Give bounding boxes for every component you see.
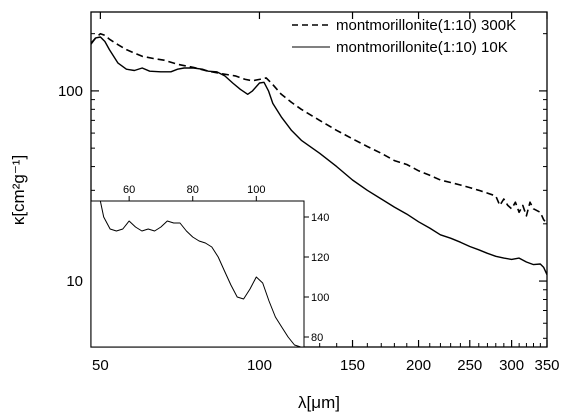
inset-x-tick-label: 100: [247, 184, 265, 196]
x-tick-label: 200: [406, 357, 431, 374]
inset-plot-frame: [90, 200, 305, 348]
inset-y-tick-label: 140: [311, 212, 329, 224]
main-axis-ticks: 50 100 150 200 250 300 350 10 100: [58, 12, 560, 374]
inset-series-line: [99, 201, 301, 347]
inset-series-group: [99, 201, 301, 347]
x-tick-label: 300: [499, 357, 524, 374]
inset-y-tick-label: 100: [311, 292, 329, 304]
inset-x-tick-label: 80: [187, 184, 199, 196]
x-tick-label: 250: [457, 357, 482, 374]
y-axis-label: κ[cm²g⁻¹]: [9, 155, 28, 225]
inset-y-tick-label: 80: [311, 332, 323, 344]
inset-axis-ticks: 60 80 100 80 100 120 140: [123, 184, 329, 344]
x-tick-label: 150: [340, 357, 365, 374]
x-tick-label: 50: [92, 357, 109, 374]
inset-y-tick-label: 120: [311, 252, 329, 264]
series-line-10k: [91, 36, 547, 275]
y-tick-label: 100: [58, 83, 83, 100]
x-axis-label: λ[μm]: [298, 393, 340, 412]
inset-x-tick-label: 60: [123, 184, 135, 196]
x-tick-label: 100: [247, 357, 272, 374]
y-tick-label: 10: [66, 273, 83, 290]
main-series-group: [91, 32, 547, 275]
series-line-300k: [91, 32, 547, 225]
x-tick-label: 350: [534, 357, 559, 374]
legend-label-300k: montmorillonite(1:10) 300K: [336, 17, 516, 34]
legend-label-10k: montmorillonite(1:10) 10K: [336, 39, 508, 56]
legend: montmorillonite(1:10) 300K montmorilloni…: [292, 17, 516, 56]
